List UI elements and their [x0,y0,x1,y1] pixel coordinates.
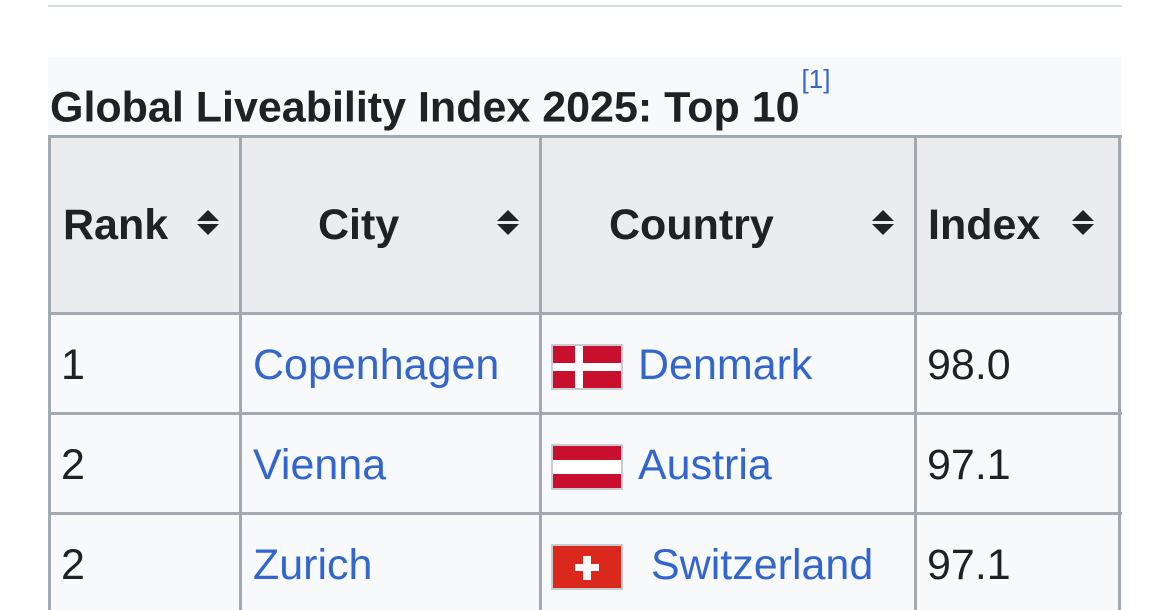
country-cell: Denmark [539,312,917,415]
top-divider [48,5,1122,7]
table-title: Global Liveability Index 2025: Top 10 [50,83,800,132]
city-link[interactable]: Vienna [253,441,387,489]
rank-cell: 2 [48,412,242,515]
city-link[interactable]: Copenhagen [253,341,500,389]
extra-cell [1118,312,1122,415]
header-row: Rank City Country Index [48,135,1122,315]
header-rank-label: Rank [63,201,169,249]
switzerland-flag-icon [551,544,623,590]
header-country-label: Country [609,201,774,249]
header-city-label: City [318,201,400,249]
index-cell: 97.1 [914,412,1121,515]
country-cell: Austria [539,412,917,515]
country-link[interactable]: Austria [638,441,772,489]
country-link[interactable]: Denmark [638,341,813,389]
denmark-flag-icon [551,344,623,390]
extra-cell [1118,512,1122,610]
header-rank[interactable]: Rank [48,135,242,315]
city-link[interactable]: Zurich [253,541,373,589]
header-city[interactable]: City [239,135,542,315]
header-country[interactable]: Country [539,135,917,315]
rank-value: 2 [61,441,85,489]
sort-icon[interactable] [197,208,219,238]
header-extra [1118,135,1122,315]
austria-flag-icon [551,444,623,490]
header-index-label: Index [928,201,1041,249]
sort-icon[interactable] [872,208,894,238]
country-link[interactable]: Switzerland [651,541,874,589]
rank-cell: 1 [48,312,242,415]
index-cell: 98.0 [914,312,1121,415]
city-cell: Copenhagen [239,312,542,415]
table-row: 2 Zurich Switzerland 97.1 [48,512,1122,610]
index-value: 97.1 [927,441,1011,489]
city-cell: Zurich [239,512,542,610]
rank-value: 1 [61,341,85,389]
rank-value: 2 [61,541,85,589]
table-caption: Global Liveability Index 2025: Top 10[1] [48,57,1122,135]
index-cell: 97.1 [914,512,1121,610]
liveability-table: Rank City Country Index [48,135,1122,610]
index-value: 98.0 [927,341,1011,389]
index-value: 97.1 [927,541,1011,589]
reference-link[interactable]: [1] [801,64,831,94]
table-row: 2 Vienna Austria 97.1 [48,412,1122,515]
sort-icon[interactable] [1072,208,1094,238]
extra-cell [1118,412,1122,515]
sort-icon[interactable] [497,208,519,238]
table-row: 1 Copenhagen Denmark 98.0 [48,312,1122,415]
header-index[interactable]: Index [914,135,1121,315]
rank-cell: 2 [48,512,242,610]
city-cell: Vienna [239,412,542,515]
country-cell: Switzerland [539,512,917,610]
